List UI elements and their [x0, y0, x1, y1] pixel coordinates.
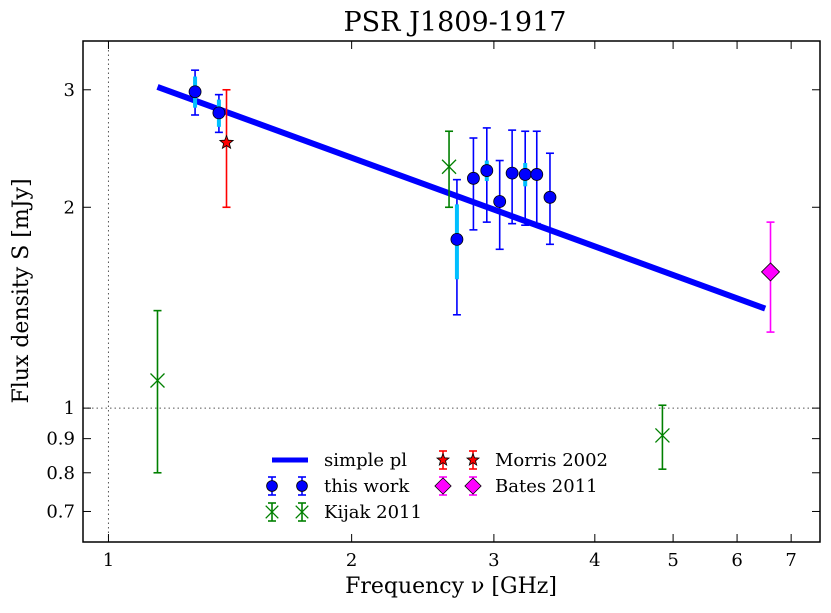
- data-point: [480, 164, 494, 177]
- y-tick-label: 2: [64, 197, 75, 218]
- legend-item: simple pl: [272, 450, 407, 471]
- legend-marker: [296, 480, 308, 492]
- plot-area: [83, 41, 820, 542]
- series-this-work: [188, 69, 557, 316]
- legend-marker: [295, 505, 309, 519]
- legend-label: Kijak 2011: [324, 502, 422, 523]
- data-point-error: [658, 404, 667, 470]
- legend-marker: [266, 480, 278, 492]
- y-tick-label: 3: [64, 80, 75, 101]
- data-point: [450, 233, 464, 246]
- x-marker-stroke: [295, 505, 309, 519]
- data-point: [188, 85, 202, 99]
- legend-marker: [464, 477, 482, 495]
- data-point: [760, 262, 781, 282]
- y-tick-label: 1: [64, 398, 75, 419]
- series-kijak-2011: [150, 130, 670, 474]
- legend-marker: [465, 452, 481, 466]
- y-axis-label: Flux density S [mJy]: [9, 178, 34, 403]
- data-point: [518, 168, 532, 181]
- series-bates-2011: [760, 221, 781, 333]
- x-tick-label: 6: [731, 550, 742, 571]
- data-point: [505, 166, 519, 180]
- x-tick-label: 4: [589, 550, 600, 571]
- data-point: [467, 171, 480, 185]
- data-point: [150, 373, 165, 388]
- x-tick-label: 3: [488, 550, 499, 571]
- x-tick-label: 2: [346, 550, 357, 571]
- y-tick-label: 0.8: [46, 463, 75, 484]
- ticks-layer: 1 2 3 4 5 6 7 0.7 0.8 0.9 1 2 3: [46, 41, 820, 571]
- data-point-error: [153, 309, 162, 474]
- legend-marker: [434, 477, 452, 495]
- data-point: [218, 134, 235, 150]
- legend-marker: [435, 452, 451, 466]
- data-point-error: [445, 130, 454, 209]
- x-tick-label: 5: [667, 550, 678, 571]
- series-layer: [150, 69, 781, 474]
- plot-frame: [82, 40, 821, 543]
- x-tick-label: 1: [103, 550, 114, 571]
- legend-item: this work: [266, 476, 410, 497]
- data-point: [654, 427, 670, 443]
- y-tick-label: 0.9: [46, 429, 75, 450]
- legend-item: Kijak 2011: [265, 502, 422, 523]
- x-marker-stroke: [265, 505, 279, 519]
- data-point: [493, 195, 507, 208]
- legend-label: simple pl: [324, 450, 407, 471]
- x-axis-label: Frequency ν [GHz]: [345, 574, 557, 599]
- data-point: [530, 168, 544, 181]
- legend-label: Morris 2002: [495, 450, 608, 471]
- data-point-error: [222, 88, 231, 209]
- fit-line: [156, 84, 767, 312]
- x-marker-stroke: [441, 159, 457, 175]
- series-morris-2002: [218, 88, 235, 209]
- legend-item: Bates 2011: [434, 476, 598, 497]
- x-tick-label: 7: [785, 550, 796, 571]
- legend-label: this work: [324, 476, 410, 497]
- series-simple-pl: [156, 84, 767, 312]
- legend: simple pl this work Kijak 2011 Morris 2002 B…: [265, 450, 608, 523]
- legend-marker: [265, 505, 279, 519]
- data-point: [212, 106, 226, 120]
- x-marker-stroke: [150, 373, 165, 388]
- legend-item: Morris 2002: [435, 450, 608, 471]
- legend-label: Bates 2011: [495, 476, 598, 497]
- data-point: [543, 190, 557, 204]
- data-point: [441, 159, 457, 175]
- reference-lines: [83, 41, 820, 542]
- y-tick-label: 0.7: [46, 501, 75, 522]
- chart-title: PSR J1809-1917: [344, 7, 567, 38]
- x-marker-stroke: [654, 427, 670, 443]
